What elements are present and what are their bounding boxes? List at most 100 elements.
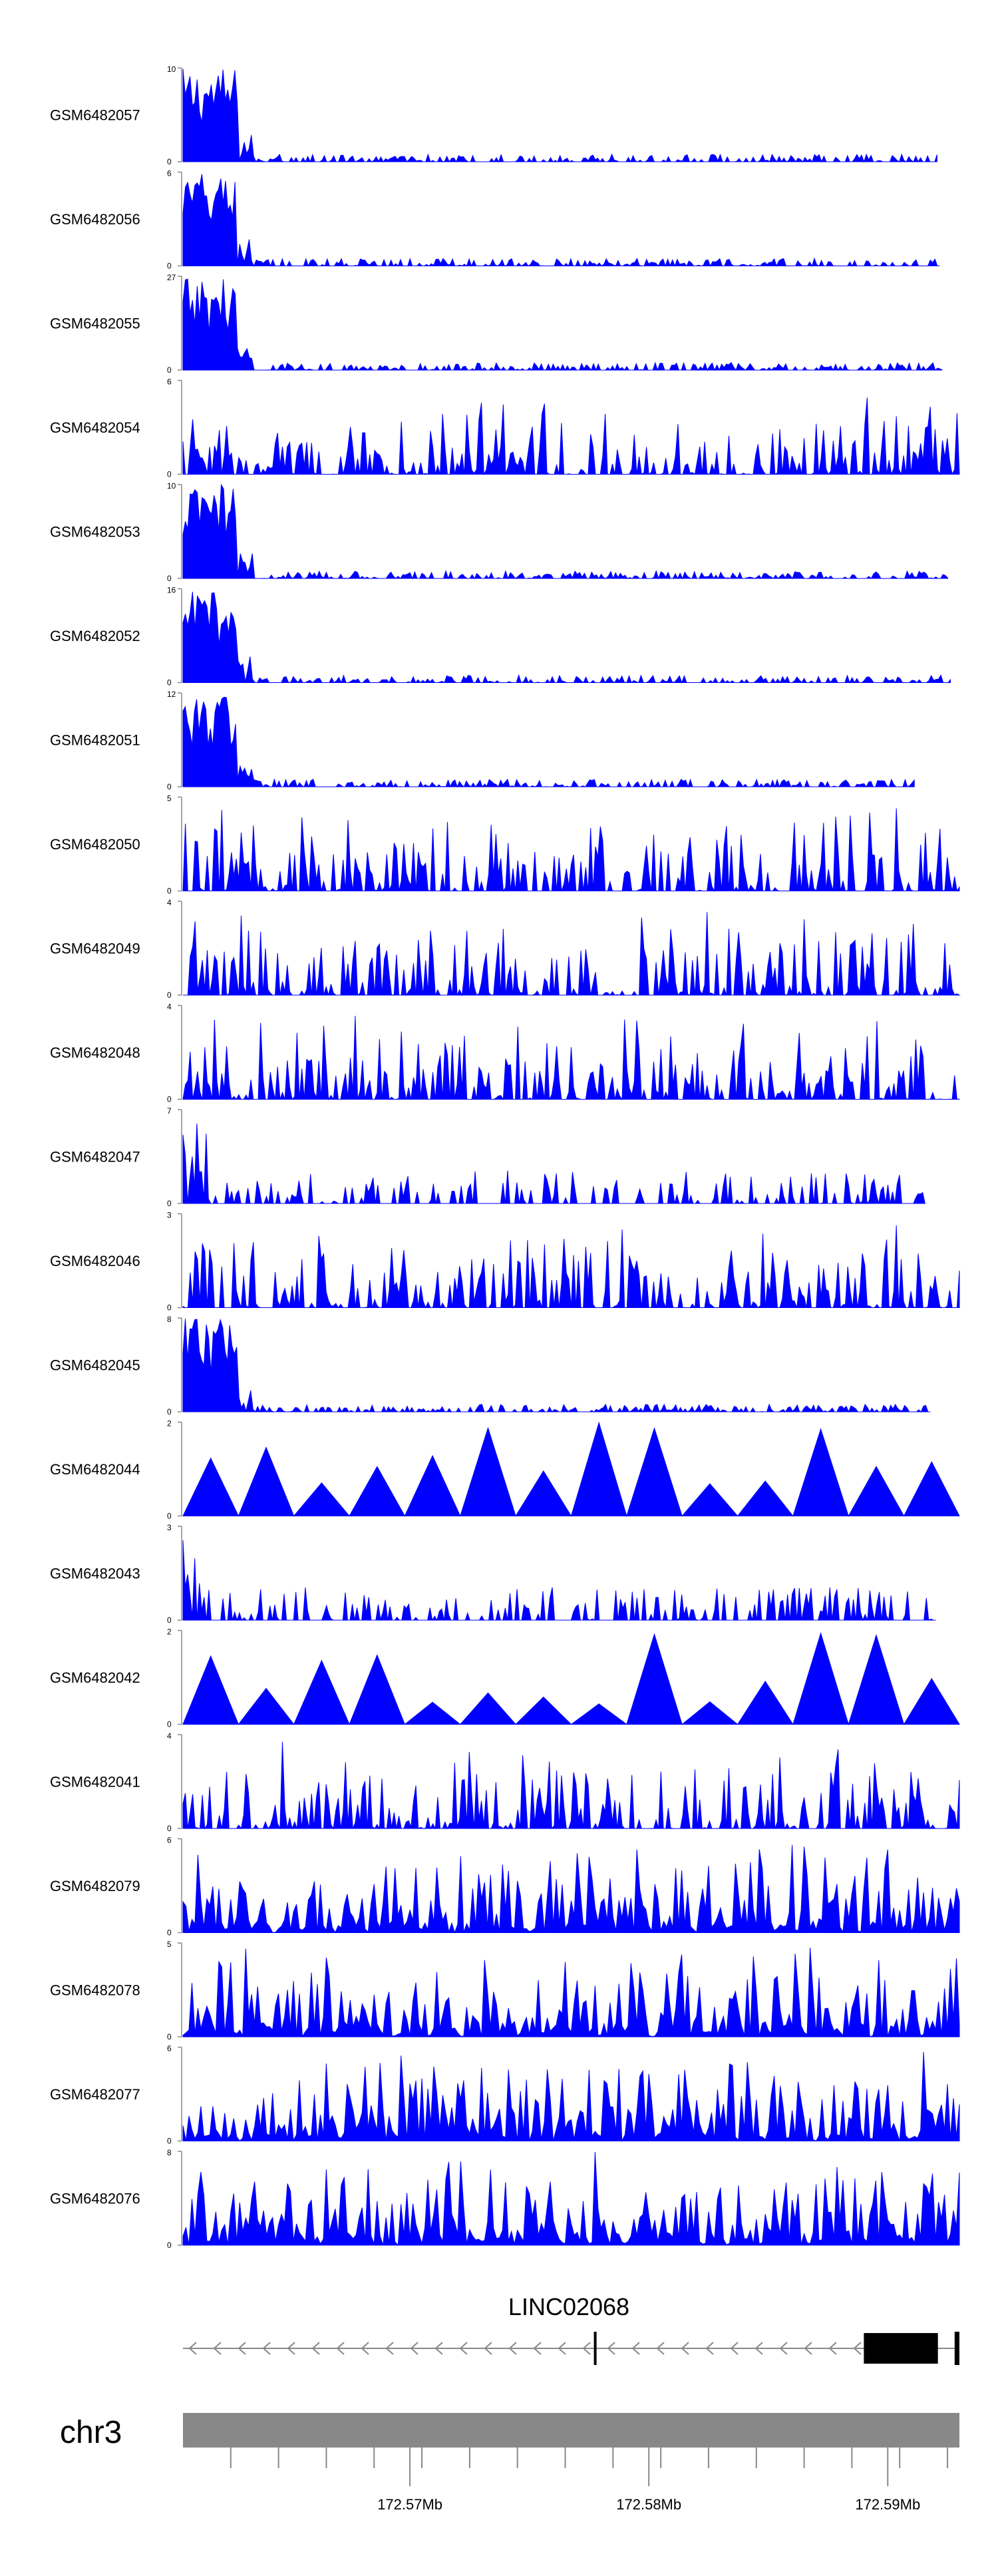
track-label: GSM6482041 [50, 1774, 140, 1791]
coverage-area [182, 1741, 960, 1830]
track-label: GSM6482079 [50, 1878, 140, 1894]
track-label: GSM6482046 [50, 1253, 140, 1269]
track-label: GSM6482056 [50, 211, 140, 228]
strand-arrow [410, 2342, 418, 2355]
track-GSM6482055: GSM6482055 27 0 [50, 273, 943, 375]
strand-arrow [681, 2342, 689, 2355]
y-tick-label-max: 8 [167, 2148, 172, 2157]
chromosome-label: chr3 [60, 2415, 122, 2450]
y-tick-label-max: 6 [167, 377, 172, 387]
track-label: GSM6482078 [50, 1982, 140, 1999]
y-tick-label-zero: 0 [167, 470, 172, 479]
track-label: GSM6482043 [50, 1566, 140, 1582]
coverage-tracks: GSM6482057100GSM648205660GSM6482055270GS… [50, 65, 961, 2250]
track-GSM6482046: GSM6482046 3 0 [50, 1211, 960, 1313]
track-GSM6482076: GSM6482076 8 0 [50, 2148, 960, 2250]
y-tick-label-zero: 0 [167, 1512, 172, 1521]
coverage-area [182, 1631, 960, 1726]
coverage-area [182, 592, 951, 684]
track-label: GSM6482049 [50, 941, 140, 957]
track-label: GSM6482047 [50, 1149, 140, 1166]
track-GSM6482049: GSM6482049 4 0 [50, 898, 961, 1000]
axis-position-label: 172.59Mb [855, 2496, 920, 2513]
y-tick-label-max: 6 [167, 169, 172, 178]
track-label: GSM6482050 [50, 836, 140, 853]
strand-arrow [385, 2342, 394, 2355]
track-GSM6482045: GSM6482045 8 0 [50, 1315, 931, 1416]
y-tick-label-max: 2 [167, 1627, 172, 1637]
track-label: GSM6482057 [50, 107, 140, 124]
strand-arrow [853, 2342, 862, 2355]
coverage-area [182, 1123, 925, 1205]
strand-arrow [213, 2342, 222, 2355]
strand-arrow [804, 2342, 812, 2355]
coverage-area [182, 483, 948, 580]
track-GSM6482050: GSM6482050 5 0 [50, 794, 960, 896]
coverage-area [182, 69, 937, 163]
y-tick-label-max: 6 [167, 2044, 172, 2053]
y-tick-label-zero: 0 [167, 1407, 172, 1416]
coverage-area [182, 808, 960, 893]
strand-arrow [336, 2342, 345, 2355]
y-tick-label-zero: 0 [167, 990, 172, 1000]
chromosome-bar [183, 2413, 959, 2448]
strand-arrow [533, 2342, 542, 2355]
strand-arrow [607, 2342, 615, 2355]
strand-arrow [262, 2342, 271, 2355]
track-GSM6482054: GSM6482054 6 0 [50, 377, 960, 479]
track-label: GSM6482055 [50, 316, 140, 332]
track-GSM6482051: GSM6482051 12 0 [50, 690, 915, 791]
track-GSM6482057: GSM6482057 10 0 [50, 65, 937, 166]
track-GSM6482044: GSM6482044 2 0 [50, 1419, 960, 1521]
track-label: GSM6482052 [50, 628, 140, 644]
coverage-area [182, 1844, 960, 1934]
strand-arrow [434, 2342, 443, 2355]
coverage-area [182, 1225, 960, 1309]
y-tick-label-zero: 0 [167, 1720, 172, 1729]
y-tick-label-max: 10 [167, 65, 176, 74]
y-tick-label-max: 4 [167, 898, 172, 907]
y-tick-label-zero: 0 [167, 262, 172, 271]
strand-arrow [631, 2342, 640, 2355]
coverage-area [182, 1318, 931, 1413]
track-GSM6482047: GSM6482047 7 0 [50, 1106, 925, 1208]
track-label: GSM6482042 [50, 1669, 140, 1686]
strand-arrow [287, 2342, 295, 2355]
y-tick-label-zero: 0 [167, 574, 172, 583]
track-GSM6482078: GSM6482078 5 0 [50, 1940, 960, 2041]
track-label: GSM6482054 [50, 419, 140, 436]
track-label: GSM6482077 [50, 2086, 140, 2103]
track-GSM6482043: GSM6482043 3 0 [50, 1523, 936, 1625]
track-label: GSM6482051 [50, 732, 140, 749]
track-GSM6482042: GSM6482042 2 0 [50, 1627, 960, 1729]
chromosome-axis-track: chr3 172.57Mb 172.58Mb 172.59Mb [60, 2413, 959, 2513]
coverage-area [182, 1948, 960, 2038]
y-tick-label-max: 4 [167, 1002, 172, 1012]
track-label: GSM6482048 [50, 1044, 140, 1061]
y-tick-label-zero: 0 [167, 1199, 172, 1208]
y-tick-label-zero: 0 [167, 157, 172, 166]
exon-block [954, 2332, 959, 2365]
y-tick-label-max: 6 [167, 1836, 172, 1845]
axis-position-label: 172.58Mb [616, 2496, 681, 2513]
strand-arrow [779, 2342, 788, 2355]
track-GSM6482052: GSM6482052 16 0 [50, 586, 951, 688]
y-tick-label-zero: 0 [167, 1824, 172, 1833]
track-GSM6482079: GSM6482079 6 0 [50, 1836, 960, 1938]
y-tick-label-max: 4 [167, 1731, 172, 1741]
y-tick-label-max: 5 [167, 1940, 172, 1949]
exon-block [593, 2332, 597, 2365]
track-label: GSM6482045 [50, 1357, 140, 1374]
strand-arrow [754, 2342, 763, 2355]
y-tick-label-max: 10 [167, 481, 176, 491]
track-GSM6482056: GSM6482056 6 0 [50, 169, 940, 271]
y-tick-label-zero: 0 [167, 887, 172, 896]
y-tick-label-max: 8 [167, 1315, 172, 1324]
track-GSM6482048: GSM6482048 4 0 [50, 1002, 960, 1104]
y-tick-label-zero: 0 [167, 1928, 172, 1938]
strand-arrow [361, 2342, 369, 2355]
y-tick-label-max: 27 [167, 273, 176, 282]
coverage-area [183, 912, 961, 996]
y-tick-label-zero: 0 [167, 678, 172, 688]
